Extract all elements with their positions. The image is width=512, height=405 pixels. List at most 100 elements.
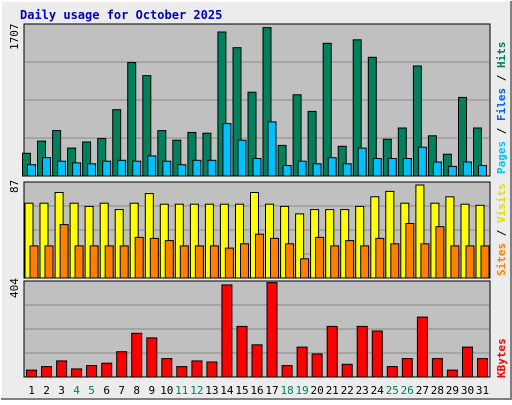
bar-hits-day-5 [82,141,92,177]
panel-hits-max-label: 1707 [8,24,21,51]
bar-visits-day-19 [295,213,305,279]
bar-files-day-4 [72,162,82,177]
bar-files-day-17 [267,121,277,177]
bar-sites-day-8 [134,236,144,279]
bar-hits-day-23 [352,39,362,177]
bar-hits-day-18 [277,144,287,177]
bar-kbytes-day-18 [281,365,293,378]
bar-kbytes-day-4 [71,368,83,378]
bar-sites-day-16 [255,233,264,279]
bar-sites-day-21 [330,245,340,279]
legend-hits: Hits [495,42,508,69]
panel-visits-sites [23,181,491,279]
legend-files: Files [495,88,508,121]
bar-kbytes-day-14 [221,284,233,378]
bar-kbytes-day-11 [176,366,188,378]
bar-sites-day-29 [450,245,460,279]
bar-files-day-11 [177,164,187,177]
bar-files-day-27 [417,146,427,177]
bar-files-day-14 [222,123,232,177]
day-label-9: 9 [148,384,155,397]
panel-kbytes-max-label: 404 [8,278,21,298]
bar-kbytes-day-15 [236,325,248,378]
bar-files-day-18 [282,165,292,177]
bar-visits-day-21 [325,209,335,279]
bar-sites-day-10 [164,240,174,279]
bar-hits-day-6 [97,138,107,177]
bar-files-day-7 [117,159,127,177]
bar-hits-day-26 [397,127,407,177]
bar-visits-day-25 [385,190,395,279]
bar-sites-day-20 [315,236,325,279]
bar-visits-day-30 [460,203,470,279]
bar-visits-day-7 [114,209,124,279]
bar-sites-day-31 [480,245,490,279]
bar-hits-day-10 [157,130,167,177]
bar-files-day-25 [387,158,397,177]
bar-visits-day-14 [219,203,229,279]
bar-sites-day-11 [179,245,189,279]
bar-hits-day-4 [67,147,77,177]
bar-files-day-31 [478,165,487,177]
bar-kbytes-day-22 [341,363,353,378]
panel-visits-max-label: 87 [8,180,21,193]
bar-sites-day-24 [375,237,385,279]
bar-files-day-13 [207,159,217,177]
bar-files-day-12 [192,159,202,177]
bar-hits-day-14 [217,31,227,177]
bar-sites-day-17 [270,237,279,279]
chart-title: Daily usage for October 2025 [20,8,222,22]
bar-hits-day-13 [202,132,212,177]
day-label-19: 19 [295,384,308,397]
legend-visits: Visits [495,183,508,223]
bar-hits-day-19 [292,94,302,177]
bar-kbytes-day-9 [146,337,158,378]
bar-files-day-23 [357,147,367,177]
bar-hits-day-7 [112,109,122,177]
bar-files-day-30 [463,161,472,177]
bar-visits-day-2 [39,202,49,279]
bar-kbytes-day-6 [101,362,113,378]
day-labels: 1 2 3 4 5 6 7 8 9 10 11 12 13 14 15 16 17 18 19 20 21 22 23 24 2… [28,384,489,397]
bar-visits-day-12 [189,203,199,279]
bar-files-day-15 [237,139,247,177]
day-label-28: 28 [431,384,444,397]
day-label-30: 30 [461,384,474,397]
day-label-10: 10 [160,384,173,397]
bar-visits-day-11 [174,203,184,279]
bar-hits-day-3 [52,130,62,177]
bar-kbytes-day-23 [356,325,368,378]
bar-hits-day-9 [142,75,152,177]
bar-sites-day-3 [59,224,69,279]
bar-kbytes-day-1 [26,369,37,378]
bar-kbytes-day-21 [326,325,338,378]
bar-files-day-21 [327,157,337,177]
bar-kbytes-day-30 [462,346,473,378]
bar-sites-day-19 [300,258,310,279]
bar-sites-day-5 [89,245,99,279]
panel-kbytes [23,280,491,378]
bar-hits-day-17 [262,27,272,177]
day-label-6: 6 [103,384,110,397]
panel-visits-legend: Sites / Visits [495,183,508,276]
day-label-11: 11 [175,384,188,397]
bar-hits-day-21 [322,42,332,177]
bar-sites-day-28 [435,226,445,279]
bar-kbytes-day-25 [386,366,398,378]
bar-kbytes-day-19 [296,346,308,378]
bar-files-day-5 [87,163,97,177]
bar-visits-day-9 [144,193,154,279]
legend-separator: / [495,121,508,141]
bar-sites-day-7 [119,245,129,279]
bar-kbytes-day-10 [161,358,173,378]
bar-files-day-8 [132,160,142,177]
day-label-8: 8 [133,384,140,397]
bar-kbytes-day-28 [431,358,443,378]
legend-kbytes: KBytes [495,338,508,378]
bar-kbytes-day-13 [206,361,218,378]
bar-hits-day-29 [442,153,452,177]
bar-kbytes-day-8 [131,332,143,378]
day-label-14: 14 [220,384,234,397]
